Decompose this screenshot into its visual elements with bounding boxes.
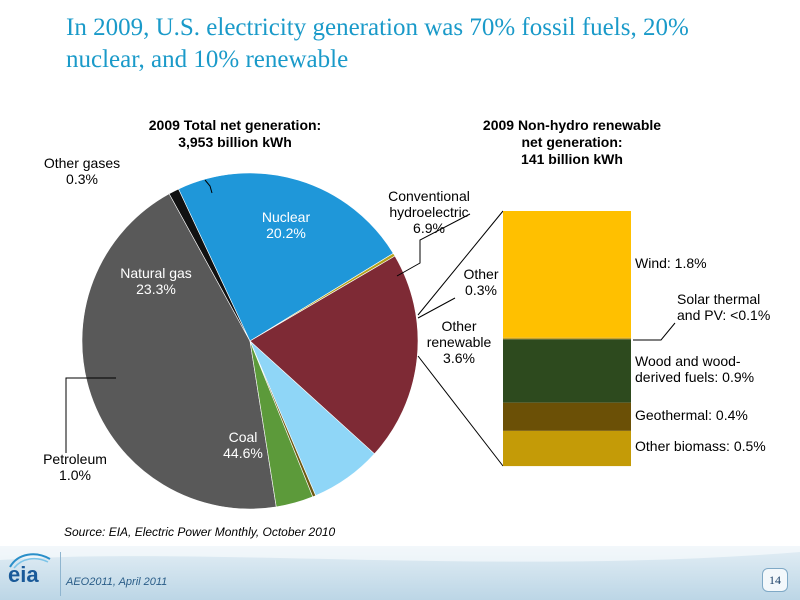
bar-segment-wind — [503, 211, 631, 338]
bar-label-wind: Wind: 1.8% — [635, 255, 707, 271]
pie-label-other_gases: Other gases 0.3% — [44, 155, 120, 187]
slide-title: In 2009, U.S. electricity generation was… — [66, 14, 689, 73]
connector-line-top — [417, 210, 504, 316]
bar-label-other_biomass: Other biomass: 0.5% — [635, 438, 766, 454]
bar-chart-subtitle: net generation: — [521, 134, 623, 150]
page-number: 14 — [762, 568, 788, 592]
pie-label-natural_gas: Natural gas 23.3% — [120, 265, 192, 297]
bar-chart-title: 2009 Non-hydro renewable — [482, 117, 662, 133]
pie-chart-subtitle: 3,953 billion kWh — [178, 134, 292, 150]
bar-segment-geothermal — [503, 402, 631, 431]
footer-divider — [60, 552, 61, 596]
bar-chart-subtitle-2: 141 billion kWh — [521, 151, 623, 167]
bar-segment-wood — [503, 339, 631, 403]
footer-note: AEO2011, April 2011 — [66, 576, 168, 588]
pie-chart-title: 2009 Total net generation: — [148, 117, 322, 133]
leader-line-petroleum — [65, 377, 116, 453]
footer-wave — [0, 546, 800, 562]
leader-line-other — [417, 297, 456, 319]
eia-logo-arc-icon — [9, 553, 51, 569]
leader-line-other-gases — [204, 179, 213, 194]
connector-line-bottom — [417, 355, 504, 467]
pie-slice-natural_gas — [178, 172, 394, 342]
pie-label-petroleum: Petroleum 1.0% — [43, 451, 107, 483]
pie-label-other_renewable: Other renewable 3.6% — [427, 318, 492, 366]
bar-label-geothermal: Geothermal: 0.4% — [635, 407, 748, 423]
pie-slice-coal — [81, 193, 277, 510]
pie-chart-heading: 2009 Total net generation: 3,953 billion… — [120, 117, 350, 151]
bar-segment-other_biomass — [503, 430, 631, 467]
eia-logo: eia — [8, 562, 39, 587]
bar-label-wood: Wood and wood-derived fuels: 0.9% — [635, 353, 754, 385]
bar-chart-heading: 2009 Non-hydro renewable net generation:… — [452, 117, 692, 168]
footer-bar — [0, 546, 800, 600]
pie-slice-other_renewable — [249, 340, 314, 508]
pie-slice-nuclear — [249, 255, 419, 455]
pie-label-other: Other 0.3% — [463, 266, 498, 298]
bar-segment-solar — [503, 337, 631, 340]
bar-label-solar: Solar thermal and PV: <0.1% — [677, 291, 770, 323]
leader-line-solar — [633, 322, 676, 341]
chart-canvas: Coal 44.6% Petroleum 1.0% Natural gas 23.3% Ot… — [43, 155, 770, 510]
pie-label-nuclear: Nuclear 20.2% — [262, 209, 311, 241]
leader-line-hydro — [396, 213, 471, 277]
pie-label-conventional_hydro: Conventional hydroelectric 6.9% — [388, 188, 470, 236]
source-note: Source: EIA, Electric Power Monthly, Oct… — [64, 525, 336, 539]
pie-label-coal: Coal 44.6% — [223, 429, 263, 461]
